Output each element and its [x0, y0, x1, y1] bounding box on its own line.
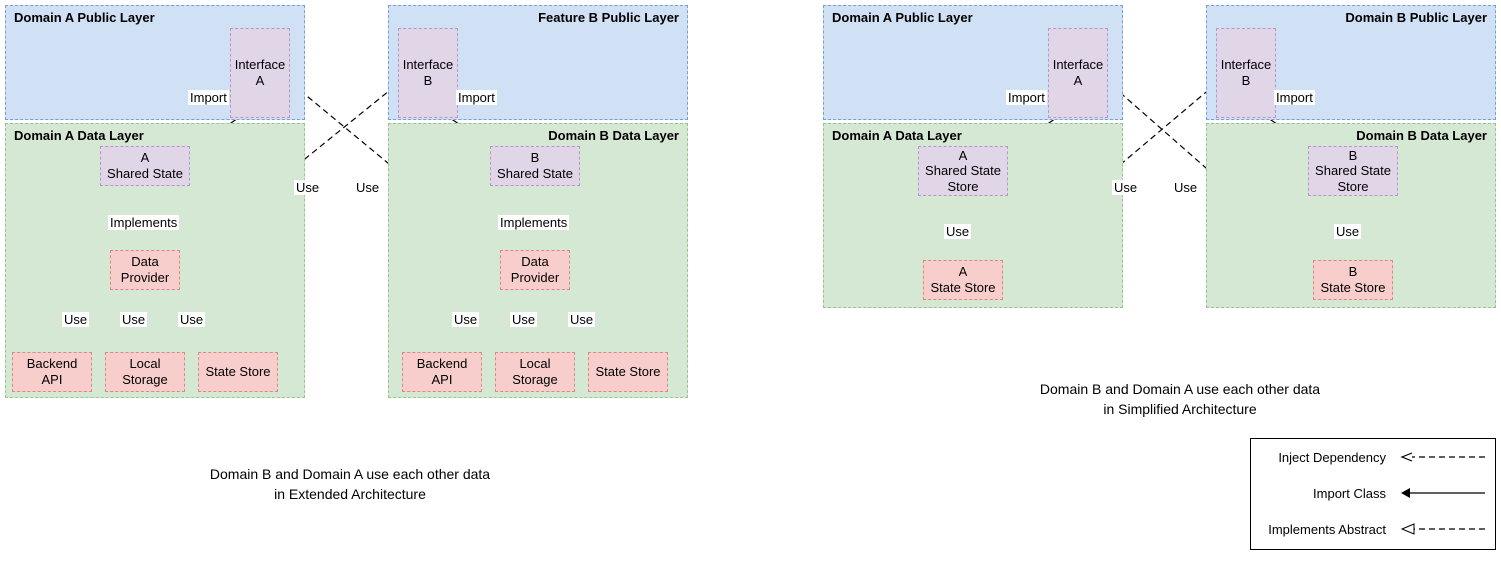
left-b-public-title: Feature B Public Layer [534, 8, 683, 27]
left-caption: Domain B and Domain A use each other dat… [170, 465, 530, 504]
left-shared-a: A Shared State [100, 146, 190, 186]
legend-inject-text: Inject Dependency [1278, 450, 1386, 465]
left-a-data-title: Domain A Data Layer [10, 126, 148, 145]
left-a-backend-api: Backend API [12, 352, 92, 392]
lbl-use-cross-b: Use [354, 180, 381, 195]
right-store-b: B State Store [1313, 260, 1393, 300]
lbl-import-b: Import [456, 90, 497, 105]
lbl-use-a1: Use [62, 312, 89, 327]
lbl-use-a2: Use [120, 312, 147, 327]
left-b-local-storage: Local Storage [495, 352, 575, 392]
left-provider-b: Data Provider [500, 250, 570, 290]
right-shared-b: B Shared State Store [1308, 146, 1398, 196]
lbl-use-cross-a: Use [294, 180, 321, 195]
lbl-import-a: Import [188, 90, 229, 105]
left-a-state-store: State Store [198, 352, 278, 392]
lbl-use-rcross-b: Use [1172, 180, 1199, 195]
legend-box: Inject Dependency Import Class Implement… [1250, 438, 1496, 550]
left-shared-b: B Shared State [490, 146, 580, 186]
right-caption: Domain B and Domain A use each other dat… [1000, 380, 1360, 419]
left-a-local-storage: Local Storage [105, 352, 185, 392]
arrow-implements-icon [1400, 522, 1485, 536]
lbl-use-a3: Use [178, 312, 205, 327]
left-a-public-title: Domain A Public Layer [10, 8, 159, 27]
lbl-implements-a: Implements [108, 215, 179, 230]
right-interface-a: Interface A [1048, 28, 1108, 118]
legend-import-text: Import Class [1313, 486, 1386, 501]
right-a-public-title: Domain A Public Layer [828, 8, 977, 27]
lbl-use-rcross-a: Use [1112, 180, 1139, 195]
lbl-import-ra: Import [1006, 90, 1047, 105]
right-b-public-title: Domain B Public Layer [1341, 8, 1491, 27]
arrow-import-icon [1400, 486, 1485, 500]
lbl-implements-b: Implements [498, 215, 569, 230]
arrow-inject-icon [1400, 450, 1485, 464]
lbl-use-ra: Use [944, 224, 971, 239]
legend-inject-row: Inject Dependency [1251, 439, 1495, 475]
legend-implements-text: Implements Abstract [1268, 522, 1386, 537]
lbl-use-b1: Use [452, 312, 479, 327]
right-a-data-title: Domain A Data Layer [828, 126, 966, 145]
right-interface-b: Interface B [1216, 28, 1276, 118]
legend-implements-row: Implements Abstract [1251, 511, 1495, 547]
left-interface-b: Interface B [398, 28, 458, 118]
legend-import-row: Import Class [1251, 475, 1495, 511]
right-store-a: A State Store [923, 260, 1003, 300]
lbl-use-rb: Use [1334, 224, 1361, 239]
left-b-backend-api: Backend API [402, 352, 482, 392]
left-provider-a: Data Provider [110, 250, 180, 290]
left-interface-a: Interface A [230, 28, 290, 118]
lbl-use-b3: Use [568, 312, 595, 327]
right-shared-a: A Shared State Store [918, 146, 1008, 196]
left-b-data-title: Domain B Data Layer [544, 126, 683, 145]
lbl-import-rb: Import [1274, 90, 1315, 105]
left-b-state-store: State Store [588, 352, 668, 392]
right-b-data-title: Domain B Data Layer [1352, 126, 1491, 145]
lbl-use-b2: Use [510, 312, 537, 327]
